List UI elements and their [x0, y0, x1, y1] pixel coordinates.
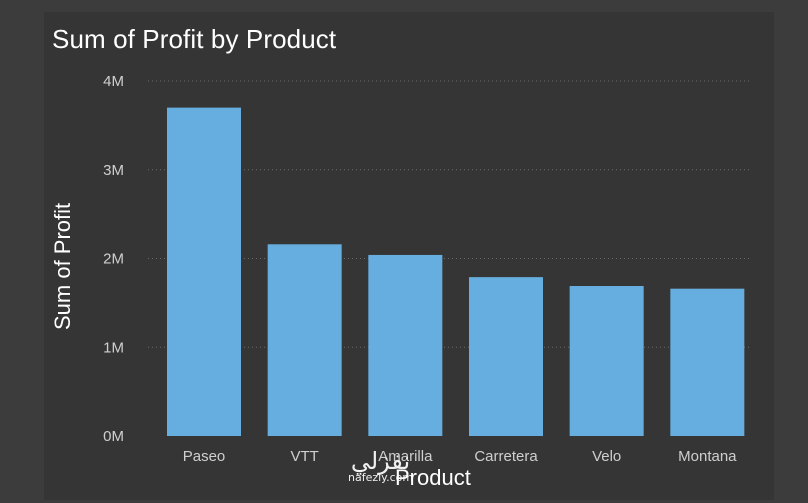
watermark-logo: نفزلي nafezly.com — [348, 448, 413, 484]
bar-montana — [670, 288, 745, 436]
x-tick-label: Carretera — [474, 448, 538, 465]
bars — [167, 107, 745, 436]
x-axis-ticks: Paseo VTT Amarilla Carretera Velo Montana — [183, 448, 737, 465]
x-tick-label: Velo — [592, 448, 621, 465]
y-axis-ticks: 0M 1M 2M 3M 4M — [103, 73, 124, 445]
x-tick-label: Paseo — [183, 448, 226, 465]
bar-paseo — [167, 107, 241, 436]
y-tick-label: 0M — [103, 428, 124, 445]
gridlines — [148, 80, 752, 348]
x-axis-label: Product — [395, 465, 471, 490]
chart-title: Sum of Profit by Product — [52, 24, 337, 54]
x-tick-label: Montana — [678, 448, 737, 465]
watermark-url: nafezly.com — [348, 471, 414, 484]
x-tick-label: Amarilla — [378, 448, 433, 465]
y-tick-label: 2M — [103, 251, 124, 268]
x-tick-label: VTT — [290, 448, 318, 465]
bar-vtt — [267, 244, 342, 436]
y-axis-label: Sum of Profit — [50, 202, 75, 330]
y-tick-label: 1M — [103, 339, 124, 356]
bar-carretera — [469, 277, 543, 436]
y-tick-label: 3M — [103, 162, 124, 179]
watermark-glyphs: نفزلي — [350, 447, 411, 475]
bar-velo — [569, 286, 644, 436]
bar-amarilla — [368, 254, 443, 436]
y-tick-label: 4M — [103, 73, 124, 90]
